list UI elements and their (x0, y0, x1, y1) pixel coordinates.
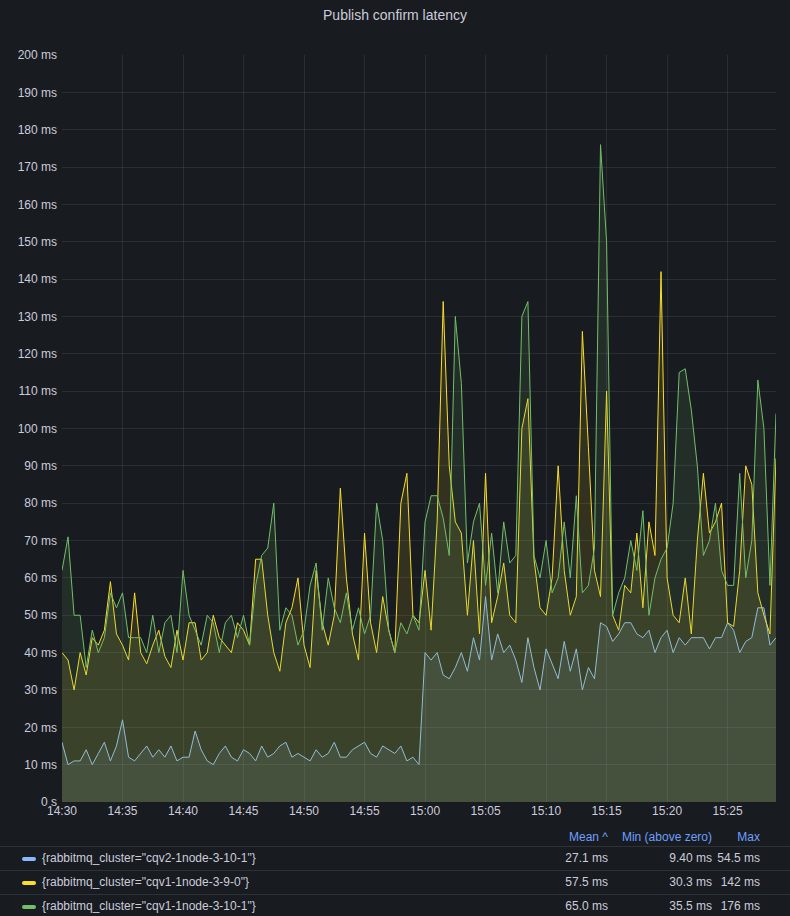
html-text:54.5 ms: 54.5 ms (717, 851, 760, 865)
svg-text:10 ms: 10 ms (24, 758, 57, 772)
svg-text:15:20: 15:20 (652, 804, 682, 818)
svg-text:110 ms: 110 ms (19, 384, 57, 398)
html-text:176 ms: 176 ms (720, 899, 760, 913)
html-text:9.40 ms: 9.40 ms (669, 851, 712, 865)
svg-text:50 ms: 50 ms (24, 608, 57, 622)
html-text:57.5 ms: 57.5 ms (565, 875, 608, 889)
html-text:30.3 ms: 30.3 ms (669, 875, 712, 889)
svg-text:15:25: 15:25 (713, 804, 743, 818)
svg-text:130 ms: 130 ms (18, 310, 57, 324)
svg-text:14:50: 14:50 (289, 804, 319, 818)
svg-text:20 ms: 20 ms (24, 721, 57, 735)
html-text:{rabbitmq_cluster="cqv2-1node-: {rabbitmq_cluster="cqv2-1node-3-10-1"} (42, 851, 256, 865)
svg-text:100 ms: 100 ms (18, 422, 57, 436)
svg-text:190 ms: 190 ms (18, 86, 57, 100)
svg-text:14:30: 14:30 (47, 804, 77, 818)
svg-text:0 s: 0 s (41, 795, 57, 809)
svg-text:30 ms: 30 ms (24, 683, 57, 697)
svg-text:170 ms: 170 ms (18, 160, 57, 174)
html-text:Max: Max (737, 830, 760, 844)
svg-text:140 ms: 140 ms (18, 272, 57, 286)
svg-text:Publish confirm latency: Publish confirm latency (323, 7, 467, 23)
svg-text:90 ms: 90 ms (24, 459, 57, 473)
svg-text:14:45: 14:45 (229, 804, 259, 818)
svg-text:15:05: 15:05 (471, 804, 501, 818)
svg-text:14:35: 14:35 (107, 804, 137, 818)
svg-text:160 ms: 160 ms (18, 198, 57, 212)
svg-text:14:55: 14:55 (350, 804, 380, 818)
svg-text:80 ms: 80 ms (24, 496, 57, 510)
svg-text:14:40: 14:40 (168, 804, 198, 818)
html-text:Mean ^: Mean ^ (569, 830, 608, 844)
svg-text:15:00: 15:00 (410, 804, 440, 818)
svg-text:120 ms: 120 ms (18, 347, 57, 361)
svg-text:180 ms: 180 ms (18, 123, 57, 137)
svg-text:15:15: 15:15 (592, 804, 622, 818)
html-text:35.5 ms: 35.5 ms (669, 899, 712, 913)
html-text:{rabbitmq_cluster="cqv1-1node-: {rabbitmq_cluster="cqv1-1node-3-10-1"} (42, 899, 256, 913)
svg-text:150 ms: 150 ms (18, 235, 57, 249)
svg-text:60 ms: 60 ms (24, 571, 57, 585)
svg-text:15:10: 15:10 (531, 804, 561, 818)
html-text:142 ms: 142 ms (720, 875, 760, 889)
svg-text:70 ms: 70 ms (24, 534, 57, 548)
svg-text:200 ms: 200 ms (18, 48, 57, 62)
svg-text:40 ms: 40 ms (24, 646, 57, 660)
html-text:Min (above zero): Min (above zero) (622, 830, 712, 844)
html-text:65.0 ms: 65.0 ms (565, 899, 608, 913)
html-text:27.1 ms: 27.1 ms (565, 851, 608, 865)
html-text:{rabbitmq_cluster="cqv1-1node-: {rabbitmq_cluster="cqv1-1node-3-9-0"} (42, 875, 249, 889)
